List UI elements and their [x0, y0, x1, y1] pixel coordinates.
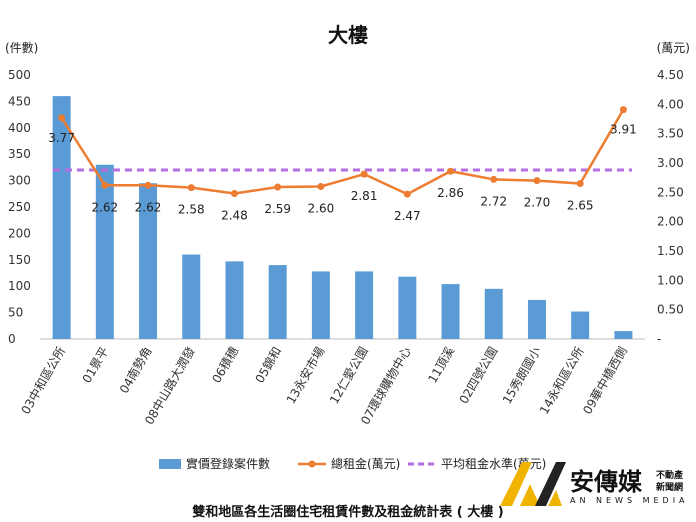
legend-bar-label: 實價登錄案件數 [186, 456, 270, 471]
legend: 實價登錄案件數 總租金(萬元) 平均租金水準(萬元) [159, 456, 546, 471]
rent-data-label: 2.70 [524, 196, 551, 210]
rent-data-label: 2.48 [221, 209, 248, 223]
brand-name: 安傳媒 [570, 468, 643, 496]
category-label: 13永安市場 [283, 344, 328, 406]
left-tick-label: 150 [8, 253, 31, 267]
left-tick-label: 100 [8, 279, 31, 293]
brand-logo: 安傳媒 不動產 新聞網 AN NEWS MEDIA [500, 462, 689, 506]
bar [268, 265, 287, 339]
bar [441, 284, 460, 339]
left-tick-label: 350 [8, 147, 31, 161]
rent-point [403, 190, 411, 198]
rent-point [317, 182, 325, 190]
right-tick-label: - [657, 332, 661, 346]
brand-tag-line2: 新聞網 [656, 481, 683, 493]
brand-mark-icon [500, 462, 566, 506]
right-tick-label: 0.50 [657, 303, 684, 317]
right-tick-label: 4.50 [657, 68, 684, 82]
rent-data-label: 2.62 [135, 200, 162, 214]
left-tick-label: 0 [8, 332, 16, 346]
left-tick-label: 300 [8, 174, 31, 188]
rent-point [360, 170, 368, 178]
left-tick-label: 400 [8, 121, 31, 135]
category-label: 11頂溪 [425, 345, 457, 386]
category-label: 05錦和 [252, 344, 285, 386]
left-tick-label: 500 [8, 68, 31, 82]
bar [398, 276, 417, 339]
rent-point [101, 181, 109, 189]
category-label: 04南勢角 [116, 344, 155, 396]
rent-point [447, 167, 455, 175]
rent-point [58, 114, 66, 122]
right-tick-label: 3.50 [657, 127, 684, 141]
rent-point [619, 106, 627, 114]
category-label: 06積穗 [208, 344, 241, 386]
bar [571, 311, 590, 339]
bar [95, 164, 114, 339]
brand-tag-line1: 不動產 [656, 469, 683, 481]
left-tick-label: 200 [8, 226, 31, 240]
bar [182, 254, 201, 339]
category-label: 09華中橋西側 [579, 344, 630, 417]
rent-data-label: 2.58 [178, 203, 205, 217]
rent-point [230, 190, 238, 198]
rent-data-label: 2.81 [351, 189, 378, 203]
right-tick-label: 4.00 [657, 97, 684, 111]
category-label: 14永和區公所 [537, 345, 587, 417]
rent-data-label: 2.62 [91, 200, 118, 214]
right-axis: - 0.50 1.00 1.50 2.00 2.50 3.00 3.50 4.00 4.50 [657, 68, 684, 346]
legend-rent-label: 總租金(萬元) [331, 456, 400, 471]
rent-point [274, 183, 282, 191]
rent-data-label: 2.65 [567, 199, 594, 213]
category-label: 12仁愛公園 [327, 345, 371, 407]
bar [52, 96, 71, 340]
left-axis: 0 50 100 150 200 250 300 350 400 450 500 [8, 68, 31, 346]
category-label: 01景平 [80, 345, 112, 386]
brand-english: AN NEWS MEDIA [570, 496, 689, 505]
chart-caption: 雙和地區各生活圈住宅租賃件數及租金統計表 ( 大樓 ) [192, 504, 503, 520]
bar [527, 299, 546, 339]
legend-rent-marker [308, 460, 316, 468]
category-label: 03中和區公所 [18, 344, 69, 417]
bar [225, 261, 244, 339]
left-tick-label: 250 [8, 200, 31, 214]
bar [614, 331, 633, 339]
line-series: 3.77 2.62 2.62 2.58 2.48 2.59 2.60 2.81 2.47 2.86… [48, 106, 637, 223]
rent-point [187, 184, 195, 192]
category-label: 15秀朗國小 [500, 345, 544, 407]
bar [311, 271, 330, 339]
rent-point [533, 177, 541, 185]
total-rent-line [60, 108, 625, 196]
rent-data-label: 2.47 [394, 209, 421, 223]
rent-data-label: 3.77 [48, 131, 75, 145]
rent-data-label: 2.59 [264, 202, 291, 216]
rent-data-label: 2.86 [437, 186, 464, 200]
chart-title: 大樓 [328, 23, 368, 47]
right-tick-label: 1.00 [657, 273, 684, 287]
legend-bar-swatch [159, 459, 181, 469]
rent-point [576, 180, 584, 188]
bar [139, 183, 158, 339]
category-label: 02四號公園 [457, 345, 501, 407]
left-tick-label: 450 [8, 94, 31, 108]
right-tick-label: 3.00 [657, 156, 684, 170]
right-axis-unit: (萬元) [657, 41, 690, 55]
rent-data-label: 2.72 [480, 194, 507, 208]
bar [355, 271, 374, 339]
left-tick-label: 50 [8, 306, 23, 320]
rent-data-label: 2.60 [308, 201, 335, 215]
right-tick-label: 2.50 [657, 185, 684, 199]
rent-point [144, 181, 152, 189]
bar [484, 288, 503, 339]
right-tick-label: 1.50 [657, 244, 684, 258]
rent-data-label: 3.91 [610, 123, 637, 137]
right-tick-label: 2.00 [657, 215, 684, 229]
bar-series [52, 96, 633, 340]
left-axis-unit: (件數) [5, 41, 38, 55]
rent-point [490, 175, 498, 183]
